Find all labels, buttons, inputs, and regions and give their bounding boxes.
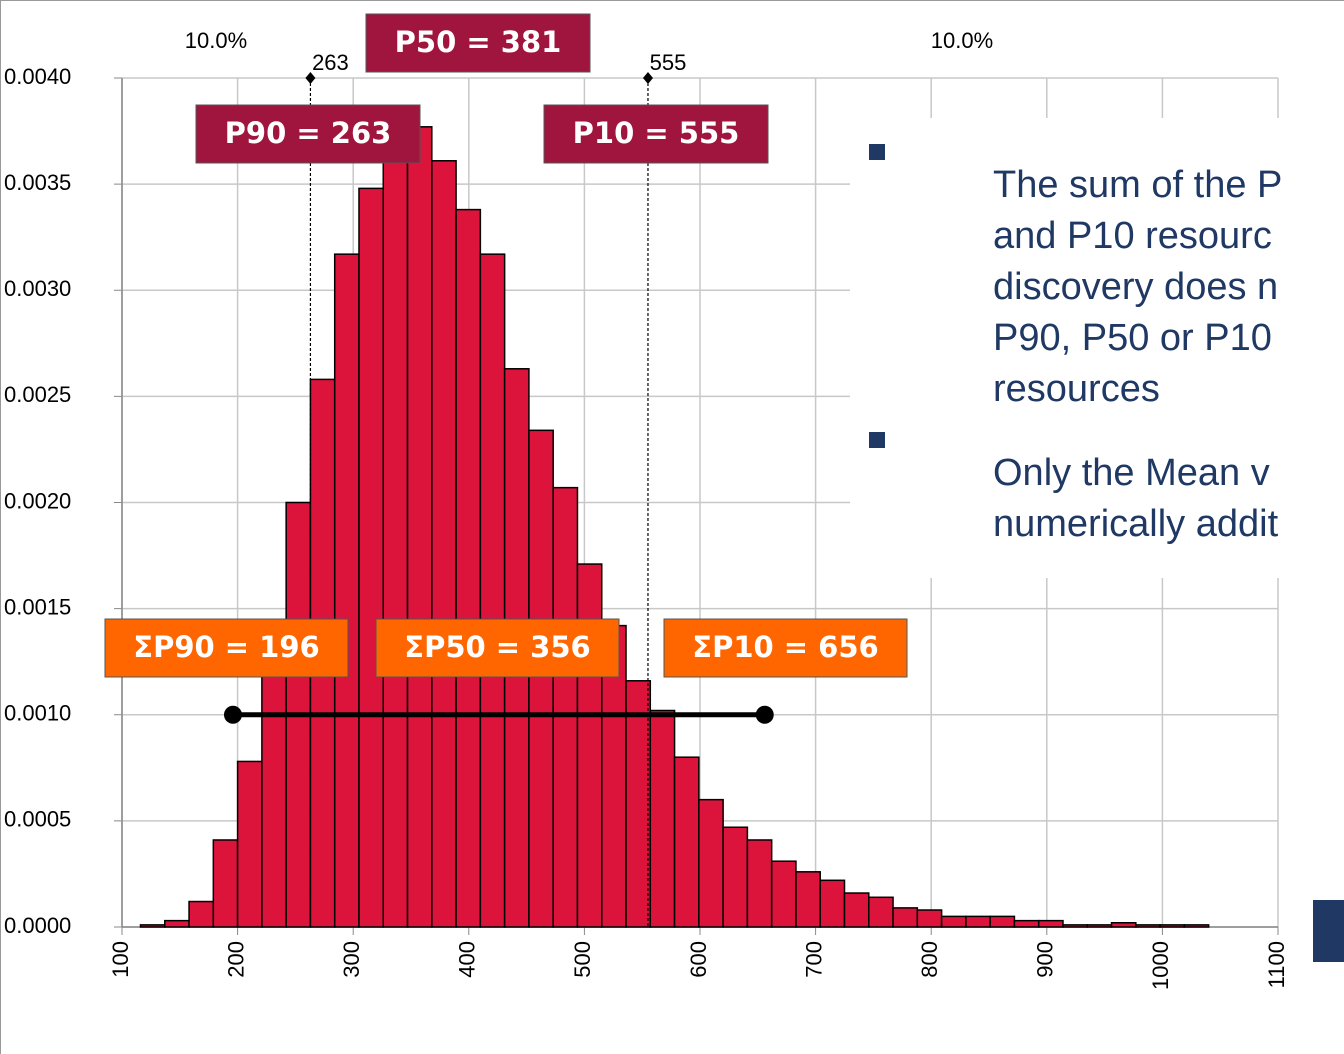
percentile-box [543, 104, 769, 164]
y-tick-label: 0.0030 [4, 276, 71, 301]
bullet-text: resources [993, 368, 1160, 410]
bar [843, 892, 870, 928]
bar [625, 680, 652, 928]
bullet-text: The sum of the P [993, 164, 1282, 206]
bar [188, 900, 215, 928]
clipped-box [1313, 900, 1344, 962]
bar [1159, 924, 1186, 928]
percentile-box-text: P10 = 555 [573, 116, 740, 150]
x-tick-label: 900 [1033, 941, 1058, 978]
percentile-marker [305, 72, 316, 84]
percentile-marker [642, 72, 653, 84]
sum-box-text: ΣP10 = 656 [692, 630, 878, 664]
bar [1110, 922, 1137, 928]
bar [382, 140, 409, 928]
bars [139, 126, 1210, 928]
tail-label: 10.0% [185, 28, 247, 53]
y-tick-label: 0.0025 [4, 382, 71, 407]
bar [1135, 924, 1161, 928]
percentile-label: 263 [312, 50, 349, 75]
percentile-box-text: P50 = 381 [395, 25, 562, 59]
x-tick-label: 1100 [1264, 941, 1289, 988]
percentile-box [365, 13, 591, 73]
bar [722, 826, 749, 928]
x-tick-label: 400 [455, 941, 480, 978]
bar [892, 907, 919, 928]
x-tick-label: 1000 [1148, 941, 1173, 990]
bar [989, 915, 1016, 928]
x-tick-label: 500 [570, 941, 595, 978]
percentile-box [195, 104, 421, 164]
bullet-text: discovery does n [993, 266, 1278, 308]
bar [261, 654, 287, 928]
bullet-marker [869, 432, 885, 448]
tail-label: 10.0% [931, 28, 993, 53]
text-panel [850, 118, 1344, 578]
bar [1086, 924, 1113, 928]
sum-box-text: ΣP90 = 196 [133, 630, 319, 664]
bar [528, 429, 554, 928]
bullet-text: Only the Mean v [993, 452, 1270, 494]
bullet-text: and P10 resourc [993, 215, 1272, 257]
x-tick-label: 800 [917, 941, 942, 978]
x-tick-label: 700 [801, 941, 826, 978]
bar [940, 915, 967, 928]
bar [916, 909, 943, 928]
bullet-text: P90, P50 or P10 [993, 317, 1272, 359]
bar [746, 839, 773, 928]
annotations: 263 555 10.0% 10.0% P90 = 263 P50 = 381 P10 = … [104, 13, 1344, 962]
bar [698, 798, 724, 928]
x-tick-label: 100 [108, 941, 133, 978]
bar [576, 563, 603, 928]
bar [770, 860, 797, 928]
x-tick-label: 200 [223, 941, 248, 978]
bar [1013, 919, 1040, 928]
bar [431, 160, 457, 928]
bar [1037, 919, 1064, 928]
y-tick-label: 0.0010 [4, 701, 71, 726]
sum-box [375, 618, 620, 678]
bar [965, 915, 991, 928]
sum-box [663, 618, 908, 678]
y-tick-label: 0.0005 [4, 807, 71, 832]
bar [358, 187, 385, 928]
bar [649, 709, 676, 928]
y-tick-label: 0.0020 [4, 488, 71, 513]
bar [212, 839, 239, 928]
sum-box [104, 618, 349, 678]
bar [868, 896, 894, 928]
x-tick-label: 300 [339, 941, 364, 978]
bar [1183, 924, 1210, 928]
bar [819, 879, 846, 928]
bar [795, 871, 821, 928]
bar [479, 253, 506, 928]
bar [139, 924, 166, 928]
bar [406, 126, 433, 928]
bullet-text: numerically addit [993, 503, 1279, 545]
y-tick-label: 0.0000 [4, 913, 71, 938]
y-tick-label: 0.0040 [4, 64, 71, 89]
bar [164, 919, 190, 928]
bar [552, 486, 579, 928]
bar [673, 756, 700, 928]
bullet-marker [869, 144, 885, 160]
bar [236, 760, 263, 928]
bar [333, 253, 360, 928]
percentile-label: 555 [650, 50, 687, 75]
sum-box-text: ΣP50 = 356 [404, 630, 590, 664]
bar [1062, 924, 1089, 928]
sum-range-end [223, 705, 242, 724]
y-tick-label: 0.0035 [4, 170, 71, 195]
percentile-box-text: P90 = 263 [225, 116, 392, 150]
bar [455, 208, 482, 928]
y-tick-label: 0.0015 [4, 594, 71, 619]
x-tick-label: 600 [686, 941, 711, 978]
sum-range-end [755, 705, 774, 724]
